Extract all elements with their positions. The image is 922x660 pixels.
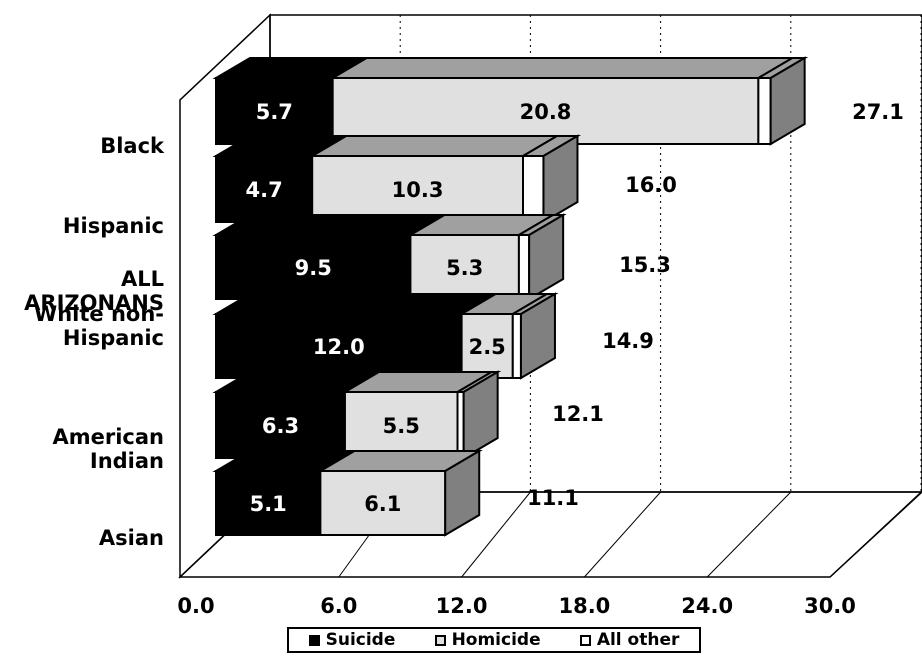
bar-segment (522, 155, 545, 223)
x-tick-label: 0.0 (177, 594, 214, 618)
x-tick-label: 30.0 (804, 594, 856, 618)
bar-segment (409, 234, 520, 300)
bar-top (328, 57, 797, 79)
bar-segment (517, 234, 531, 300)
legend-label-suicide: Suicide (325, 630, 396, 650)
data-label: 4.7 (245, 178, 282, 202)
legend-item-all-other: All other (579, 630, 680, 650)
floor-gridline (706, 491, 792, 578)
data-label: 2.5 (469, 335, 506, 359)
legend-swatch-all-other (579, 634, 591, 646)
bar-segment (215, 313, 463, 379)
x-tick-label: 12.0 (436, 594, 488, 618)
bar-side (528, 213, 565, 301)
floor-gridline (584, 491, 661, 578)
total-label: 12.1 (552, 402, 604, 426)
category-label: Black (100, 134, 165, 158)
data-label: 20.8 (520, 100, 572, 124)
bar-side (542, 134, 579, 224)
floor-gridline (461, 491, 531, 578)
category-label: White non- (34, 302, 164, 326)
bar-segment (319, 470, 447, 536)
legend-item-homicide: Homicide (434, 630, 541, 650)
total-label: 14.9 (602, 329, 654, 353)
data-label: 5.5 (383, 414, 420, 438)
legend-label-homicide: Homicide (451, 630, 541, 650)
bar-side (769, 56, 806, 146)
category-label: Indian (90, 449, 164, 473)
bar-side (519, 292, 556, 380)
bar-segment (511, 313, 522, 379)
bar-segment (460, 313, 514, 379)
x-tick-label: 6.0 (320, 594, 357, 618)
x-tick-label: 24.0 (681, 594, 733, 618)
bar-top (308, 135, 561, 157)
bar-segment (343, 391, 459, 459)
category-label: Asian (99, 526, 164, 550)
data-label: 6.1 (364, 492, 401, 516)
category-label: American (52, 425, 164, 449)
data-label: 9.5 (295, 256, 332, 280)
category-label: Hispanic (63, 214, 164, 238)
bar-segment (757, 77, 772, 145)
bar-side (462, 370, 499, 460)
bar-segment (215, 391, 346, 459)
category-label: ALL (121, 267, 164, 291)
legend-swatch-suicide (308, 634, 320, 646)
total-label: 11.1 (527, 486, 579, 510)
legend: Suicide Homicide All other (287, 627, 701, 653)
data-label: 12.0 (313, 335, 365, 359)
bar-top (212, 293, 500, 315)
data-label: 6.3 (262, 414, 299, 438)
bar-top (212, 214, 449, 236)
legend-swatch-homicide (434, 634, 446, 646)
data-label: 5.7 (256, 100, 293, 124)
bar-segment (311, 155, 524, 223)
legend-label-all-other: All other (596, 630, 680, 650)
total-label: 27.1 (852, 100, 904, 124)
category-label: ARIZONANS (24, 291, 164, 315)
bar-side (444, 449, 481, 537)
data-label: 10.3 (392, 178, 444, 202)
floor-gridline (829, 491, 922, 578)
bar-segment (215, 234, 412, 300)
data-label: 5.1 (250, 492, 287, 516)
x-tick-label: 18.0 (558, 594, 610, 618)
total-label: 15.3 (619, 253, 671, 277)
total-label: 16.0 (625, 173, 677, 197)
data-label: 5.3 (446, 256, 483, 280)
category-label: Hispanic (63, 326, 164, 350)
legend-item-suicide: Suicide (308, 630, 396, 650)
